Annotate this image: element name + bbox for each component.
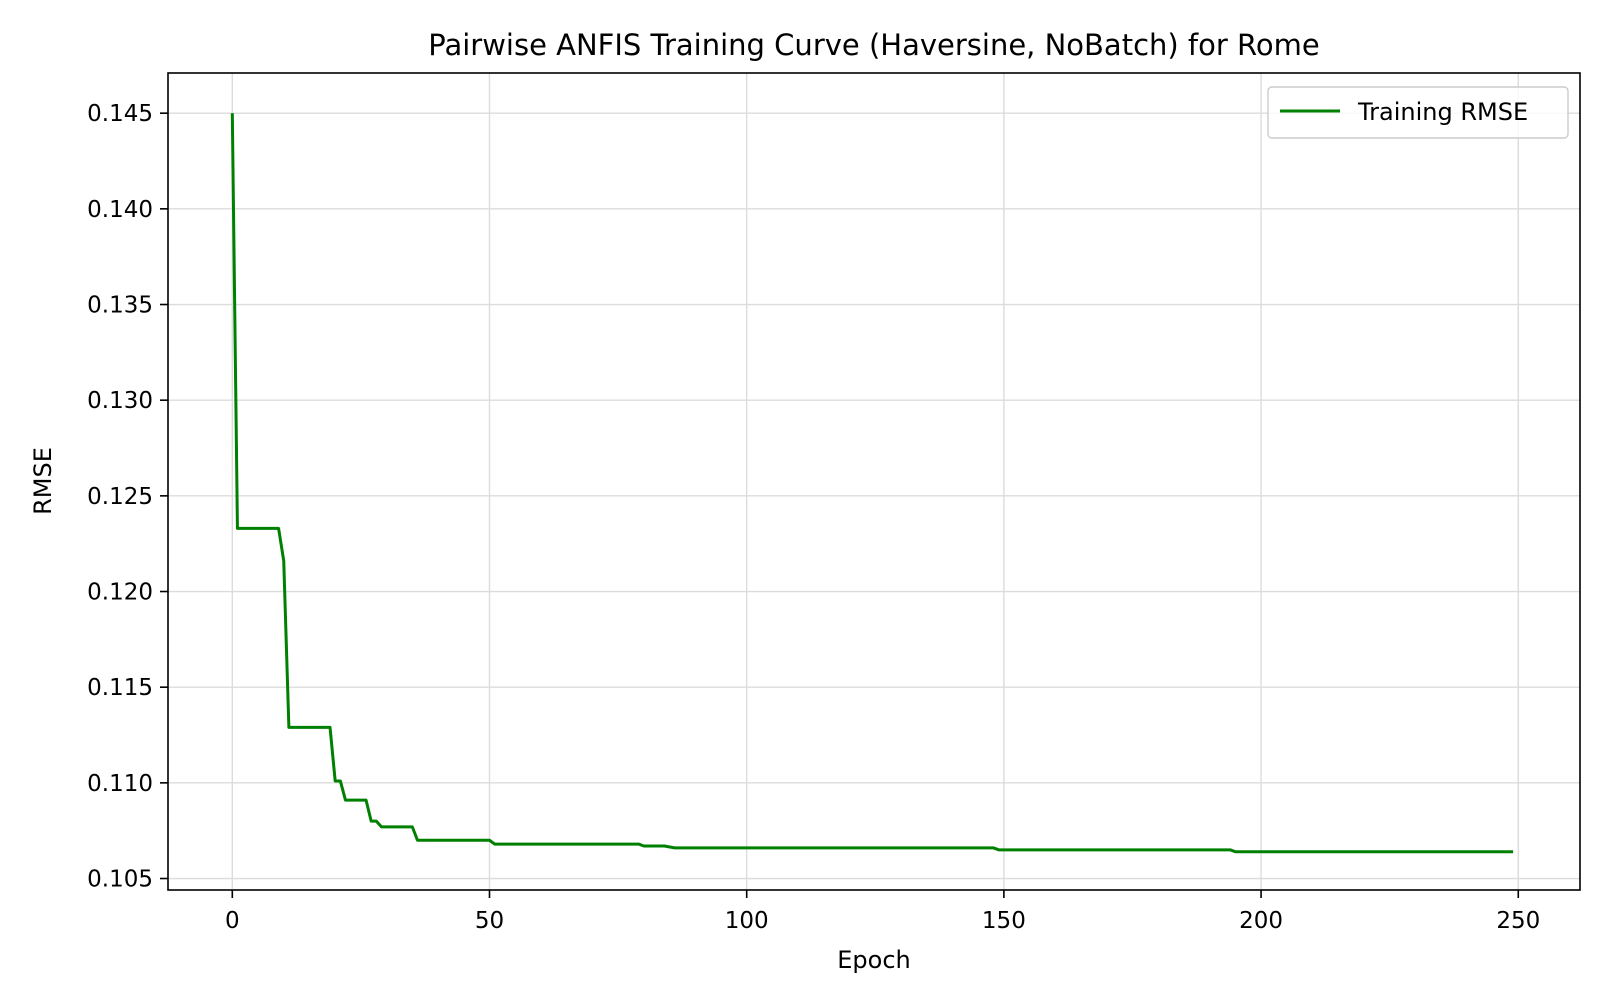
grid: [168, 73, 1580, 890]
chart-title: Pairwise ANFIS Training Curve (Haversine…: [428, 28, 1319, 62]
y-tick-label: 0.105: [87, 867, 153, 893]
y-tick-label: 0.140: [87, 197, 153, 223]
series-line-training-rmse: [230, 113, 1514, 854]
y-tick-label: 0.145: [87, 101, 153, 127]
x-tick-label: 250: [1496, 908, 1540, 934]
x-tick-label: 50: [475, 908, 504, 934]
y-tick-label: 0.110: [87, 771, 153, 797]
y-tick-label: 0.115: [87, 675, 153, 701]
legend-label-training-rmse: Training RMSE: [1357, 98, 1528, 126]
x-tick-label: 100: [725, 908, 769, 934]
x-tick-label: 150: [982, 908, 1026, 934]
y-tick-label: 0.120: [87, 580, 153, 606]
series-layer: [230, 113, 1514, 854]
y-tick-label: 0.135: [87, 293, 153, 319]
legend-box: [1267, 86, 1569, 139]
y-tick-label: 0.130: [87, 388, 153, 414]
legend: Training RMSE: [1267, 86, 1569, 139]
y-axis-label: RMSE: [29, 447, 57, 515]
x-tick-label: 200: [1239, 908, 1283, 934]
plot-area-frame: [167, 72, 1581, 891]
ticks: 0 50 100 150 200 250 0.105 0.110 0.115 0.120 0.125…: [87, 101, 1540, 934]
x-axis-label: Epoch: [837, 946, 911, 974]
y-tick-label: 0.125: [87, 484, 153, 510]
x-tick-label: 0: [225, 908, 240, 934]
